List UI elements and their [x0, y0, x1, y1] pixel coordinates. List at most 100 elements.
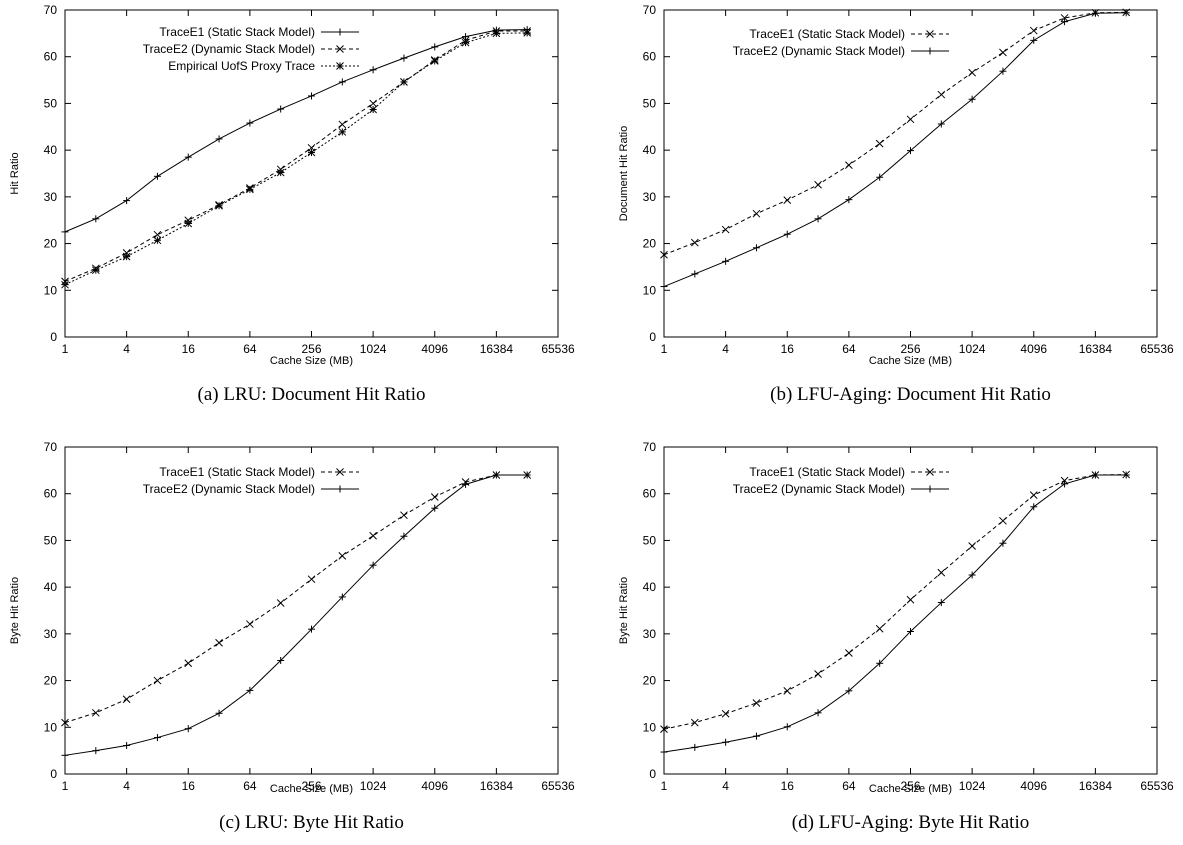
data-point-series-1-stroke [968, 68, 976, 77]
data-point-series-3 [461, 38, 470, 47]
data-point-series-1 [845, 161, 853, 169]
y-tick-label: 30 [44, 190, 58, 204]
data-point-series-2 [1091, 471, 1099, 479]
data-point-series-3-stroke [338, 128, 347, 136]
y-tick-label: 70 [44, 440, 58, 454]
y-tick-label: 0 [649, 767, 656, 781]
data-point-series-2 [153, 230, 162, 239]
data-point-series-1-stroke [338, 551, 347, 560]
data-point-series-1 [937, 568, 946, 577]
y-tick-label: 10 [44, 283, 58, 297]
y-tick-label: 10 [643, 283, 657, 297]
data-point-series-1-stroke [430, 493, 439, 501]
data-point-series-2 [1122, 471, 1130, 479]
data-point-series-2 [937, 599, 945, 607]
legend-marker [336, 468, 344, 476]
data-point-series-1-stroke [752, 209, 761, 218]
chart-caption: (d) LFU-Aging: Byte Hit Ratio [792, 812, 1029, 833]
legend-marker-stroke [336, 62, 344, 70]
data-point-series-1 [721, 709, 730, 718]
data-point-series-1 [338, 78, 346, 86]
x-axis-label: Cache Size (MB) [270, 783, 353, 795]
x-tick-label: 1024 [360, 779, 387, 793]
data-point-series-2 [277, 656, 285, 664]
x-tick-label: 16384 [1079, 342, 1113, 356]
series-line-1 [64, 474, 528, 724]
data-point-series-2 [876, 173, 884, 181]
x-tick-label: 64 [842, 779, 856, 793]
x-tick-label: 1 [661, 342, 668, 356]
chart-panel-4: 0 10 20 30 40 50 60 70 1 4 16 64 256 1024 4096 16384 655… [618, 440, 1174, 833]
x-axis-label: Cache Size (MB) [869, 355, 952, 367]
data-point-series-2 [752, 732, 760, 740]
data-point-series-1 [430, 493, 439, 501]
x-tick-label: 65536 [1140, 779, 1174, 793]
chart-caption: (c) LRU: Byte Hit Ratio [219, 812, 404, 833]
series-line-2 [64, 474, 528, 756]
data-point-series-1-stroke [783, 196, 792, 204]
data-point-series-3-stroke [523, 29, 532, 37]
data-point-series-1 [721, 225, 730, 234]
legend-marker [336, 28, 344, 36]
y-tick-label: 50 [643, 96, 657, 110]
chart-panel-3: 0 10 20 30 40 50 60 70 1 4 16 64 256 1024 4096 16384 655… [9, 440, 575, 833]
data-point-series-3 [153, 236, 162, 245]
legend-label: TraceE2 (Dynamic Stack Model) [143, 482, 315, 496]
data-point-series-1 [369, 66, 377, 74]
data-point-series-2 [215, 709, 223, 717]
data-point-series-2-stroke [122, 249, 131, 257]
data-point-series-2 [338, 120, 347, 129]
data-point-series-3 [523, 29, 532, 37]
data-point-series-2 [968, 95, 976, 103]
data-point-series-2 [308, 625, 315, 633]
data-point-series-1-stroke [937, 568, 946, 577]
data-point-series-1-stroke [845, 161, 853, 169]
y-tick-label: 20 [44, 674, 58, 688]
data-point-series-1-stroke [215, 638, 223, 647]
data-point-series-1 [690, 238, 699, 247]
legend-marker-stroke [336, 468, 344, 476]
data-point-series-1 [660, 725, 668, 734]
data-point-series-1-stroke [660, 725, 668, 734]
x-tick-label: 256 [900, 779, 920, 793]
data-point-series-1 [400, 511, 408, 520]
x-tick-label: 1024 [360, 342, 387, 356]
data-point-series-2 [814, 215, 822, 223]
plot-frame [64, 446, 559, 775]
data-point-series-2 [752, 244, 760, 252]
data-point-series-1-stroke [875, 139, 884, 148]
data-point-series-3 [369, 105, 377, 114]
data-point-series-3-stroke [61, 280, 69, 289]
data-point-series-3 [430, 57, 439, 65]
data-point-series-2 [61, 751, 69, 759]
legend-marker-stroke [336, 45, 344, 53]
data-point-series-3-stroke [153, 236, 162, 245]
x-tick-label: 4 [722, 779, 729, 793]
series-line-1 [663, 474, 1127, 730]
chart-caption: (a) LRU: Document Hit Ratio [198, 384, 426, 405]
x-tick-label: 256 [301, 342, 321, 356]
data-point-series-1 [246, 119, 254, 127]
data-point-series-1 [999, 48, 1007, 57]
data-point-series-1 [215, 135, 223, 143]
data-point-series-2 [691, 270, 699, 278]
data-point-series-1-stroke [91, 708, 100, 717]
data-point-series-1 [690, 718, 699, 727]
data-point-series-1-stroke [845, 649, 853, 657]
data-point-series-3 [276, 168, 285, 177]
y-axis-label: Hit Ratio [9, 152, 21, 194]
y-tick-label: 0 [50, 767, 57, 781]
data-point-series-1 [276, 599, 285, 607]
x-tick-label: 16384 [480, 342, 514, 356]
data-point-series-2 [691, 743, 699, 751]
series-line-2 [64, 30, 528, 282]
data-point-series-3-stroke [246, 185, 254, 194]
data-point-series-1-stroke [999, 516, 1007, 525]
x-tick-label: 64 [842, 342, 856, 356]
data-point-series-1 [752, 209, 761, 218]
y-tick-label: 20 [44, 237, 58, 251]
x-tick-label: 4 [123, 342, 130, 356]
data-point-series-1 [215, 638, 223, 647]
data-point-series-3 [246, 185, 254, 194]
x-tick-label: 64 [243, 342, 257, 356]
